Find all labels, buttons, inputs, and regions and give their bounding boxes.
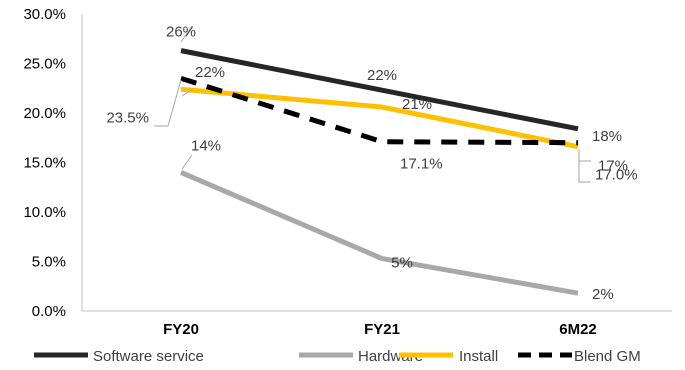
leader-line (578, 149, 591, 162)
data-label: 17.1% (400, 156, 443, 173)
data-label: 26% (166, 24, 196, 41)
data-label: 22% (195, 64, 225, 81)
legend-label: Blend GM (574, 348, 641, 365)
y-tick-label: 25.0% (23, 56, 66, 73)
legend-label: Install (459, 348, 498, 365)
leader-lines (154, 25, 591, 183)
y-tick-label: 0.0% (32, 303, 66, 320)
axes: 0.0% 5.0% 10.0% 15.0% 20.0% 25.0% 30.0% FY20 FY2… (23, 6, 672, 338)
x-tick-label: 6M22 (559, 321, 597, 338)
leader-line (181, 154, 193, 170)
data-label: 17.0% (595, 167, 638, 184)
data-label: 22% (367, 67, 397, 84)
data-label: 14% (191, 137, 221, 154)
leader-line (180, 25, 193, 43)
legend-label: Software service (93, 348, 204, 365)
legend-label: Hardware (358, 348, 423, 365)
series-line-software-service (180, 48, 579, 132)
y-tick-label: 5.0% (32, 254, 66, 271)
series-layer (180, 48, 579, 296)
x-tick-label: FY20 (163, 321, 199, 338)
y-tick-label: 10.0% (23, 204, 66, 221)
data-label: 21% (402, 96, 432, 113)
data-label: 23.5% (106, 109, 149, 126)
y-tick-label: 20.0% (23, 105, 66, 122)
legend: Software service Hardware Install Blend GM (34, 348, 641, 365)
data-label: 5% (391, 255, 413, 272)
data-labels: 26% 22% 18% 14% 5% 2% 22% 21% 17% 23.5% 17.1% 17.0% (106, 24, 637, 304)
data-label: 2% (592, 286, 614, 303)
leader-line (154, 79, 182, 127)
y-tick-label: 30.0% (23, 6, 66, 23)
leader-line (181, 88, 194, 97)
series-line-install (180, 86, 579, 150)
series-line-hardware (180, 170, 579, 296)
y-tick-label: 15.0% (23, 155, 66, 172)
x-tick-label: FY21 (364, 321, 400, 338)
leader-line (578, 152, 591, 183)
data-label: 17% (598, 158, 628, 175)
data-label: 18% (592, 128, 622, 145)
